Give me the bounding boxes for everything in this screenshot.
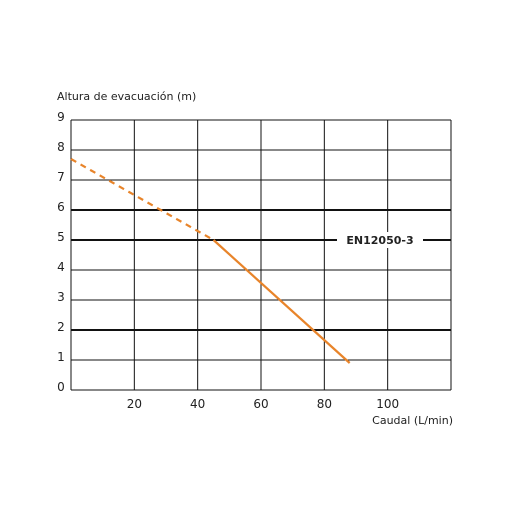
grid xyxy=(70,119,452,391)
y-tick-label-0: 0 xyxy=(57,380,65,394)
y-tick-label-8: 8 xyxy=(57,140,65,154)
x-tick-labels: 20 40 60 80 100 xyxy=(127,397,399,411)
series-line-dashed xyxy=(70,158,215,241)
series-line-solid xyxy=(212,239,351,364)
y-tick-labels: 0 1 2 3 4 5 6 7 8 9 xyxy=(57,110,65,394)
x-tick-label-40: 40 xyxy=(190,397,205,411)
x-tick-label-100: 100 xyxy=(376,397,399,411)
y-tick-label-9: 9 xyxy=(57,110,65,124)
x-tick-label-60: 60 xyxy=(253,397,268,411)
y-tick-label-2: 2 xyxy=(57,320,65,334)
reference-line: EN12050-3 xyxy=(337,232,423,248)
x-tick-label-80: 80 xyxy=(317,397,332,411)
y-tick-label-1: 1 xyxy=(57,350,65,364)
series-lines xyxy=(70,158,351,364)
y-axis-label: Altura de evacuación (m) xyxy=(57,90,196,103)
y-tick-label-7: 7 xyxy=(57,170,65,184)
y-tick-label-4: 4 xyxy=(57,260,65,274)
reference-label: EN12050-3 xyxy=(346,234,413,247)
x-axis-label: Caudal (L/min) xyxy=(372,414,453,427)
y-tick-label-6: 6 xyxy=(57,200,65,214)
reference-label-background xyxy=(337,232,423,248)
y-tick-label-3: 3 xyxy=(57,290,65,304)
y-tick-label-5: 5 xyxy=(57,230,65,244)
x-tick-label-20: 20 xyxy=(127,397,142,411)
